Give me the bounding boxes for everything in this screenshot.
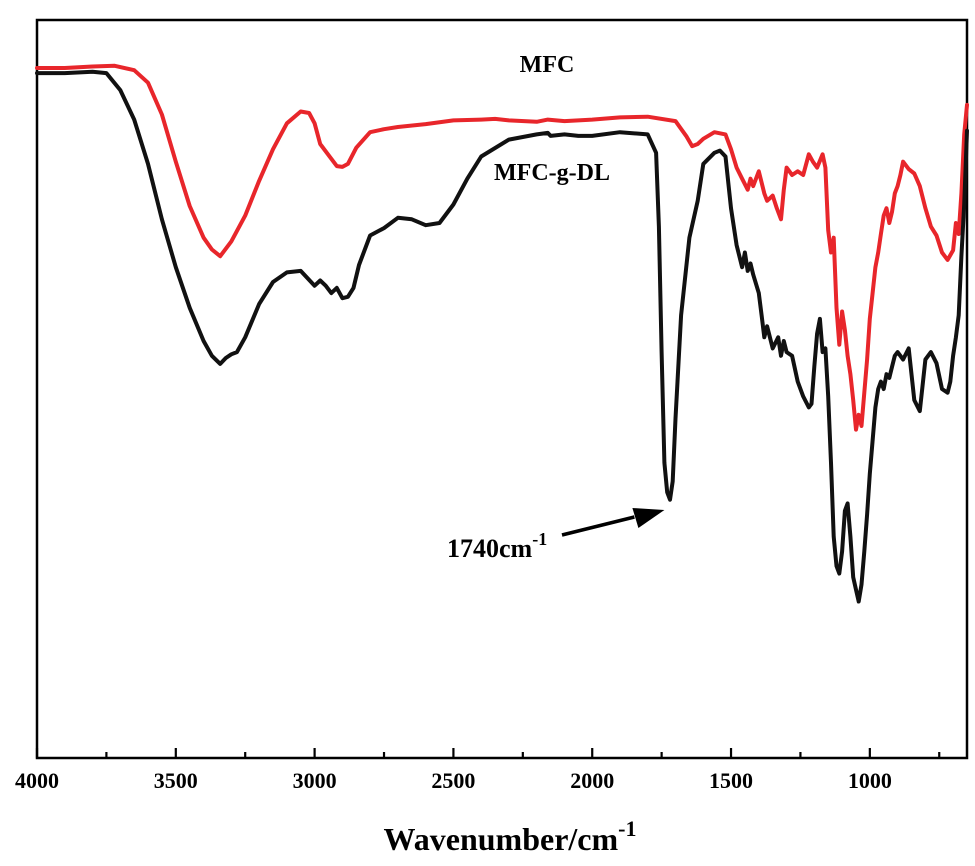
annotation-arrow-line [561,515,635,537]
x-axis-title-superscript: -1 [618,816,636,841]
series-line-mfc [35,63,969,432]
x-tick-label: 2000 [570,768,614,793]
annotation-arrow-head [632,508,665,528]
x-tick-label: 2500 [431,768,475,793]
x-tick-label: 3500 [154,768,198,793]
series-line-mfc-g-dl [35,69,969,604]
x-axis-tick-labels: 4000 3500 3000 2500 2000 1500 1000 [15,768,892,793]
annotation-label: 1740cm-1 [447,529,547,563]
annotation-text: 1740cm [447,534,533,563]
x-tick-label: 1000 [848,768,892,793]
plot-frame [35,18,969,760]
annotation-1740: 1740cm-1 [447,508,665,563]
x-tick-label: 1500 [709,768,753,793]
series-label-mfc-g-dl: MFC-g-DL [494,160,610,186]
x-axis-ticks [35,748,941,758]
x-axis-title: Wavenumber/cm-1 [384,816,637,857]
series-layer [35,63,969,604]
x-axis-title-text: Wavenumber/cm [384,821,619,857]
annotation-superscript: -1 [532,529,547,549]
x-tick-label: 3000 [293,768,337,793]
series-label-mfc: MFC [520,52,575,78]
x-tick-label: 4000 [15,768,59,793]
